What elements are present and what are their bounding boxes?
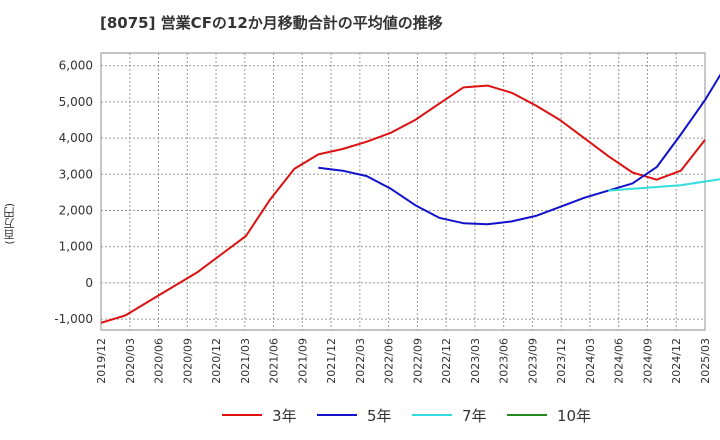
plot-border [100, 52, 706, 331]
y-tick-label: 6,000 [59, 59, 93, 73]
grid-layer [100, 52, 706, 331]
y-tick-label: -1,000 [54, 312, 93, 326]
x-tick-label: 2020/03 [124, 338, 137, 384]
y-tick-label: 3,000 [59, 167, 93, 181]
legend: 3年 5年 7年 10年 [0, 403, 720, 427]
x-tick-label: 2021/06 [268, 338, 281, 384]
series-line-1 [318, 73, 720, 226]
chart-title: [8075] 営業CFの12か月移動合計の平均値の推移 [100, 14, 443, 32]
x-tick-label: 2024/06 [613, 338, 626, 384]
x-tick-label: 2023/12 [555, 338, 568, 384]
x-tick-label: 2021/12 [325, 338, 338, 384]
legend-swatch [507, 414, 547, 416]
legend-swatch [412, 414, 452, 416]
x-tick-label: 2024/09 [641, 338, 654, 384]
legend-label: 7年 [462, 406, 487, 425]
legend-label: 3年 [272, 406, 297, 425]
tick-layer: 2019/12 2020/03 2020/06 2020/09 2020/12 2021/… [54, 59, 712, 384]
x-tick-label: 2020/06 [153, 338, 166, 384]
legend-item-0: 3年 [222, 403, 297, 427]
legend-item-3: 10年 [507, 403, 591, 427]
legend-swatch [317, 414, 357, 416]
legend-swatch [222, 414, 262, 416]
x-tick-label: 2020/12 [210, 338, 223, 384]
x-tick-label: 2025/03 [699, 338, 712, 384]
series-layer [100, 73, 720, 324]
x-tick-label: 2020/09 [181, 338, 194, 384]
x-tick-label: 2019/12 [95, 338, 108, 384]
x-tick-label: 2022/03 [354, 338, 367, 384]
x-tick-label: 2023/06 [498, 338, 511, 384]
x-tick-label: 2022/09 [411, 338, 424, 384]
x-tick-label: 2022/06 [383, 338, 396, 384]
x-tick-label: 2023/09 [526, 338, 539, 384]
series-line-0 [100, 84, 706, 324]
y-tick-label: 2,000 [59, 204, 93, 218]
x-tick-label: 2023/03 [469, 338, 482, 384]
legend-label: 5年 [367, 406, 392, 425]
x-tick-label: 2024/03 [584, 338, 597, 384]
x-tick-label: 2022/12 [440, 338, 453, 384]
legend-label: 10年 [557, 406, 592, 425]
y-tick-label: 5,000 [59, 95, 93, 109]
legend-item-1: 5年 [317, 403, 392, 427]
x-tick-label: 2021/03 [239, 338, 252, 384]
x-tick-label: 2024/12 [670, 338, 683, 384]
y-tick-label: 1,000 [59, 240, 93, 254]
y-tick-label: 4,000 [59, 131, 93, 145]
y-tick-label: 0 [85, 276, 93, 290]
series-line-2 [608, 178, 720, 192]
legend-item-2: 7年 [412, 403, 487, 427]
x-tick-label: 2021/09 [296, 338, 309, 384]
